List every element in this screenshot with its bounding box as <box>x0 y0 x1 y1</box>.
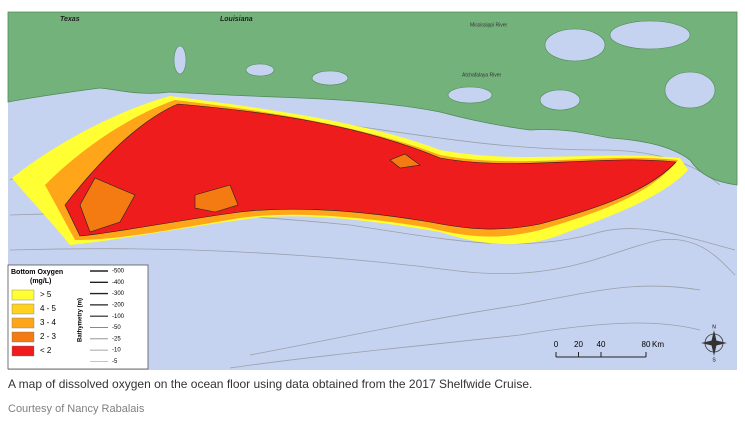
bathymetry-label: -5 <box>112 359 118 365</box>
place-label: Texas <box>60 16 80 23</box>
zone-2-3 <box>194 184 239 213</box>
compass: N S <box>701 324 727 363</box>
caption: A map of dissolved oxygen on the ocean f… <box>8 377 532 391</box>
legend-label: 4 - 5 <box>40 304 57 313</box>
legend-swatch <box>11 345 35 357</box>
scale-unit: Km <box>652 340 664 349</box>
compass-north: N <box>712 324 716 330</box>
map: Texas Louisiana Mississippi River Atchaf… <box>7 11 738 370</box>
zone-2-3 <box>389 153 421 169</box>
legend-swatch <box>11 317 35 329</box>
scale-bar: 0 20 40 80 Km <box>554 340 664 358</box>
place-labels: Texas Louisiana <box>60 16 253 23</box>
place-label: Louisiana <box>220 16 253 23</box>
scale-label: 0 <box>554 340 559 349</box>
bathymetry-label: -100 <box>112 314 125 320</box>
scale-label: 80 <box>642 340 651 349</box>
legend-swatch <box>11 289 35 301</box>
bathymetry-label: -500 <box>112 269 125 275</box>
bathymetry-label: -10 <box>112 348 121 354</box>
legend-label: > 5 <box>40 290 52 299</box>
legend-label: 3 - 4 <box>40 318 57 327</box>
bathymetry-label: -400 <box>112 280 125 286</box>
legend-unit: (mg/L) <box>30 278 51 285</box>
legend-title: Bottom Oxygen <box>11 269 63 276</box>
credit: Courtesy of Nancy Rabalais <box>8 403 145 415</box>
scale-label: 20 <box>574 340 583 349</box>
legend: Bottom Oxygen (mg/L) Bathymetry (m) > 5 4… <box>7 264 149 370</box>
lakes <box>173 20 716 111</box>
scale-label: 40 <box>597 340 606 349</box>
bathymetry-label: -300 <box>112 291 125 297</box>
river-label: Atchafalaya River <box>462 72 502 78</box>
bathymetry-label: -50 <box>112 325 121 331</box>
legend-label: < 2 <box>40 346 52 355</box>
bathymetry-label: -25 <box>112 336 121 342</box>
river-labels: Mississippi River Atchafalaya River <box>462 22 508 78</box>
legend-swatch <box>11 303 35 315</box>
legend-label: 2 - 3 <box>40 332 57 341</box>
river-label: Mississippi River <box>470 22 508 28</box>
compass-south: S <box>712 357 716 363</box>
legend-swatch <box>11 331 35 343</box>
zone-2-3 <box>79 177 136 233</box>
bathymetry-title: Bathymetry (m) <box>78 298 84 342</box>
bathymetry-label: -200 <box>112 302 125 308</box>
